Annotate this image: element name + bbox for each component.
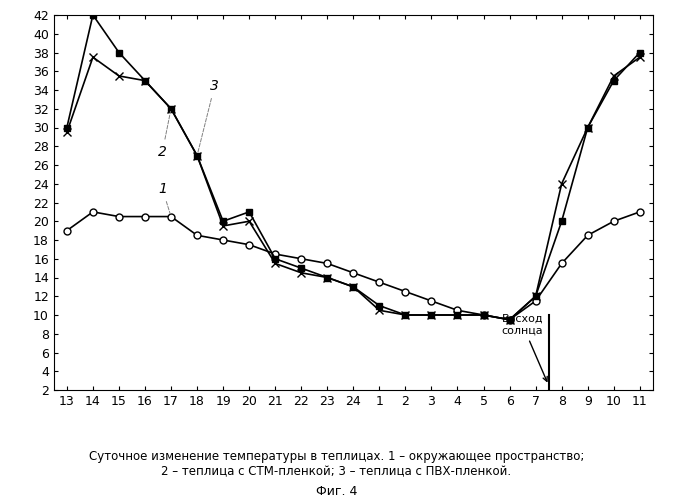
Text: Фиг. 4: Фиг. 4: [316, 485, 357, 498]
Text: 3: 3: [198, 79, 219, 153]
Text: 1: 1: [158, 182, 170, 214]
Text: 2: 2: [158, 112, 170, 158]
Text: Восход
солнца: Восход солнца: [502, 314, 547, 382]
Text: Суточное изменение температуры в теплицах. 1 – окружающее пространство;
2 – тепл: Суточное изменение температуры в теплица…: [89, 450, 584, 478]
